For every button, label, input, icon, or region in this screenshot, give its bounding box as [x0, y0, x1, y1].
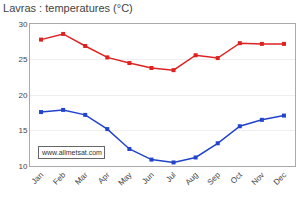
- svg-text:Lavras : temperatures (°C): Lavras : temperatures (°C): [3, 2, 133, 14]
- svg-text:10: 10: [18, 162, 27, 171]
- svg-text:20: 20: [18, 91, 27, 100]
- svg-text:Oct: Oct: [229, 170, 245, 186]
- svg-text:Jul: Jul: [164, 170, 178, 184]
- svg-text:Apr: Apr: [96, 170, 111, 185]
- svg-text:Aug: Aug: [183, 170, 199, 186]
- svg-text:Feb: Feb: [51, 170, 68, 187]
- svg-text:25: 25: [18, 55, 27, 64]
- svg-text:15: 15: [18, 126, 27, 135]
- svg-text:Sep: Sep: [206, 170, 223, 187]
- svg-text:May: May: [117, 170, 134, 187]
- svg-text:Nov: Nov: [250, 170, 266, 186]
- svg-text:www.allmetsat.com: www.allmetsat.com: [41, 149, 102, 156]
- svg-text:Jan: Jan: [30, 170, 45, 185]
- svg-text:30: 30: [18, 20, 27, 29]
- svg-text:Mar: Mar: [73, 170, 89, 186]
- svg-text:Jun: Jun: [140, 170, 155, 185]
- svg-text:Dec: Dec: [272, 170, 288, 186]
